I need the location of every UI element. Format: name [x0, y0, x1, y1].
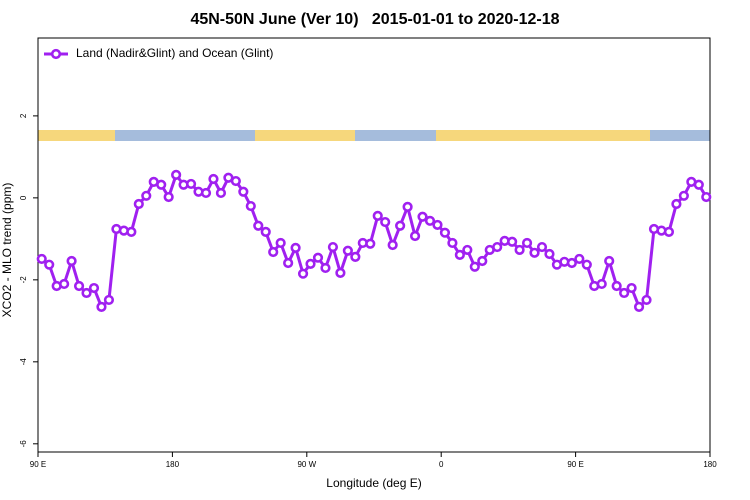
- data-point: [529, 247, 540, 258]
- data-point: [260, 226, 271, 237]
- data-point: [619, 287, 630, 299]
- data-point: [290, 242, 301, 253]
- data-point: [462, 244, 473, 256]
- data-point: [133, 198, 144, 210]
- x-tick-label: 90 E: [30, 460, 46, 469]
- data-point: [230, 175, 241, 187]
- y-axis-label: XCO2 - MLO trend (ppm): [0, 183, 14, 318]
- data-point: [492, 241, 503, 253]
- data-point: [81, 287, 92, 299]
- data-point: [611, 280, 622, 292]
- data-point: [200, 187, 212, 199]
- y-tick-label: -4: [19, 358, 28, 366]
- data-point: [156, 179, 167, 190]
- data-point: [678, 190, 689, 201]
- chart-title: 45N-50N June (Ver 10) 2015-01-01 to 2020…: [190, 11, 559, 28]
- data-point: [521, 237, 533, 249]
- data-point: [171, 169, 182, 181]
- data-point: [238, 186, 249, 197]
- ocean-band: [38, 130, 710, 141]
- data-point: [297, 268, 309, 279]
- data-point: [477, 255, 488, 267]
- y-tick-label: 0: [19, 195, 28, 200]
- data-point: [208, 173, 219, 185]
- data-point: [469, 261, 480, 272]
- data-point: [447, 237, 458, 249]
- data-point: [439, 227, 451, 238]
- y-tick-label: -6: [19, 440, 28, 448]
- data-point: [320, 262, 331, 274]
- data-point: [409, 230, 421, 242]
- data-point: [380, 216, 391, 228]
- data-point: [342, 245, 353, 256]
- data-point: [312, 252, 324, 263]
- data-point: [671, 198, 682, 210]
- data-point: [626, 282, 637, 294]
- data-point: [96, 301, 107, 312]
- data-point: [268, 246, 279, 258]
- land-band: [38, 130, 115, 141]
- data-point: [215, 187, 227, 199]
- legend-marker: [50, 48, 62, 60]
- data-point: [66, 255, 77, 267]
- data-point: [536, 241, 548, 253]
- land-band: [436, 130, 650, 141]
- data-point: [663, 226, 675, 237]
- x-axis-label: Longitude (deg E): [326, 476, 421, 490]
- data-point: [424, 215, 436, 226]
- data-point: [566, 257, 577, 269]
- data-point: [514, 244, 525, 256]
- data-point: [44, 259, 55, 270]
- data-point: [596, 278, 607, 290]
- data-point: [73, 280, 85, 292]
- data-point: [402, 201, 413, 212]
- data-point: [574, 253, 585, 265]
- data-point: [163, 191, 174, 203]
- data-point: [633, 301, 645, 312]
- data-point: [454, 249, 465, 260]
- data-point: [372, 210, 383, 221]
- data-point: [126, 226, 137, 237]
- x-tick-label: 180: [166, 460, 180, 469]
- data-point: [275, 237, 286, 249]
- data-point: [544, 248, 555, 260]
- data-point: [604, 255, 615, 267]
- data-point: [432, 219, 443, 231]
- x-tick-label: 90 E: [567, 460, 583, 469]
- data-point: [185, 178, 197, 190]
- data-point: [507, 236, 518, 247]
- data-point: [103, 294, 115, 306]
- data-point: [88, 282, 100, 294]
- plot-frame: [37, 37, 711, 453]
- data-point: [581, 259, 592, 270]
- data-point: [36, 253, 47, 265]
- data-point: [305, 258, 316, 269]
- data-point: [693, 179, 704, 190]
- data-point: [335, 267, 346, 278]
- land-band: [255, 130, 355, 141]
- data-point: [365, 238, 376, 249]
- data-point: [141, 190, 152, 201]
- y-tick-label: -2: [19, 276, 28, 284]
- data-point: [417, 211, 428, 222]
- y-tick-label: 2: [19, 113, 28, 118]
- x-tick-label: 90 W: [297, 460, 316, 469]
- legend-label: Land (Nadir&Glint) and Ocean (Glint): [76, 46, 273, 60]
- data-point: [387, 239, 398, 251]
- data-point: [283, 257, 294, 269]
- data-point: [350, 251, 361, 262]
- x-tick-label: 180: [703, 460, 717, 469]
- data-point: [641, 294, 652, 306]
- data-point: [59, 278, 70, 290]
- land-ocean-strip: [38, 130, 710, 141]
- data-point: [395, 220, 406, 231]
- data-point: [701, 191, 712, 203]
- data-point: [253, 220, 264, 231]
- x-tick-label: 0: [439, 460, 444, 469]
- data-point: [245, 200, 256, 212]
- data-point: [327, 241, 339, 253]
